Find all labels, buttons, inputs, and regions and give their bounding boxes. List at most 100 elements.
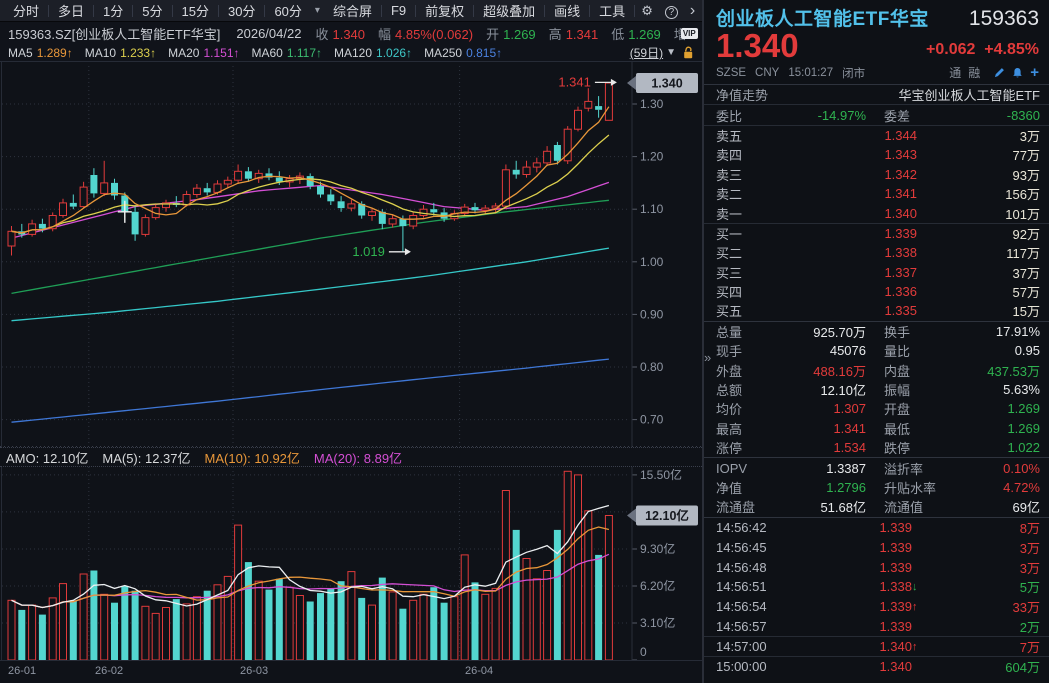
- stats-row: 最高 1.341 最低 1.269: [704, 419, 1049, 438]
- weicha-label: 委差: [884, 108, 911, 124]
- stat-value: 45076: [829, 343, 866, 359]
- stats-row: 总量 925.70万 换手 17.91%: [704, 322, 1049, 341]
- change-abs: +0.062: [926, 41, 976, 58]
- level-price: 1.343: [884, 147, 917, 163]
- settings-gear-icon[interactable]: ⚙: [641, 2, 653, 18]
- svg-text:1.340: 1.340: [651, 77, 682, 91]
- ma-value: 1.289↑: [36, 45, 73, 60]
- iopv-row: IOPV 1.3387 溢折率 0.10%: [704, 458, 1049, 477]
- period-tab-1[interactable]: 分时: [13, 4, 40, 19]
- help-icon[interactable]: ?: [659, 3, 684, 19]
- level-volume: 77万: [1012, 148, 1040, 164]
- level-volume: 37万: [1012, 265, 1040, 281]
- toolbar-action-1[interactable]: 综合屏: [332, 4, 372, 19]
- toolbar-action-4[interactable]: 超级叠加: [483, 4, 536, 19]
- svg-text:3.10亿: 3.10亿: [640, 615, 675, 630]
- toolbar-separator: [264, 4, 266, 17]
- stat-label: 最高: [716, 421, 743, 437]
- toolbar-action-3[interactable]: 前复权: [425, 4, 465, 19]
- add-plus-icon[interactable]: +: [1030, 64, 1039, 81]
- toolbar-separator: [171, 4, 173, 17]
- tick-row: 14:56:42 1.339 8万: [704, 518, 1049, 538]
- chevron-right-icon[interactable]: ›: [689, 1, 696, 19]
- level-price: 1.339: [884, 225, 917, 241]
- svg-text:0.70: 0.70: [640, 413, 664, 427]
- ma-legend-ma10: MA10 1.233↑: [85, 46, 156, 60]
- stats-row: 涨停 1.534 跌停 1.022: [704, 438, 1049, 457]
- tick-time: 14:56:51: [716, 579, 767, 595]
- tick-row: 14:56:57 1.339 2万: [704, 617, 1049, 637]
- period-tab-6[interactable]: 30分: [227, 4, 256, 19]
- ohlc-value-5: 1.269: [628, 26, 661, 42]
- stat-label: 总量: [716, 324, 743, 340]
- svg-text:0.80: 0.80: [640, 360, 664, 374]
- instrument-name: 创业板人工智能ETF华宝: [716, 9, 929, 30]
- buy-row: 买二 1.338 117万: [704, 243, 1049, 262]
- ma-value: 0.815↑: [466, 45, 503, 60]
- lock-icon[interactable]: [682, 46, 694, 59]
- edit-pencil-icon[interactable]: [994, 67, 1005, 78]
- toolbar-action-5[interactable]: 画线: [554, 4, 581, 19]
- kline-chart[interactable]: 1.30 1.20 1.10 1.00 0.90 0.80 0.70 1.341 1.019 1.…: [0, 62, 702, 447]
- weibi-row: 委比 -14.97% 委差 -8360: [704, 105, 1049, 124]
- ma-legend-ma120: MA120 1.026↑: [334, 46, 412, 60]
- stat-label: 外盘: [716, 363, 743, 379]
- svg-text:6.20亿: 6.20亿: [640, 578, 675, 593]
- stat-value: 4.72%: [1003, 480, 1040, 495]
- stat-label: 现手: [716, 344, 743, 360]
- toolbar-separator: [48, 4, 50, 17]
- tick-list: 14:56:42 1.339 8万 14:56:45 1.339 3万 14:56:48 1.…: [704, 518, 1049, 676]
- period-dropdown-caret[interactable]: ▼: [666, 47, 676, 58]
- ohlc-label-1: 收: [315, 26, 329, 42]
- volume-chart[interactable]: 15.50亿 9.30亿 6.20亿 3.10亿 0 12.10亿: [0, 467, 702, 660]
- help-glyph: ?: [664, 5, 678, 19]
- stat-label: 最低: [884, 421, 911, 437]
- change-pct: +4.85%: [984, 41, 1039, 58]
- period-tab-7[interactable]: 60分: [274, 4, 302, 19]
- toolbar-action-2[interactable]: F9: [390, 3, 407, 18]
- panel-expander-icon[interactable]: »: [704, 350, 712, 365]
- quote-header: 创业板人工智能ETF华宝 159363 1.340 +0.062 +4.85% …: [704, 0, 1049, 81]
- level-price: 1.344: [884, 127, 917, 143]
- ohlc-value-4: 1.341: [565, 26, 599, 42]
- period-tab-4[interactable]: 5分: [142, 4, 163, 19]
- period-tabs: 分时 多日 1分 5分 15分 30分 60分: [4, 1, 311, 20]
- level-volume: 156万: [1005, 187, 1040, 203]
- tick-direction-up-icon: ↑: [912, 600, 918, 613]
- ma-label: MA60: [251, 45, 283, 60]
- ohlc-fields: 收 1.340 幅 4.85%(0.062) 开 1.269 高 1.341 低 1.269: [315, 24, 673, 43]
- stat-value: 437.53万: [987, 363, 1040, 379]
- nav-label[interactable]: 净值走势: [716, 88, 769, 104]
- stat-label: 流通盘: [716, 500, 756, 516]
- ohlc-value-1: 1.340: [332, 26, 366, 42]
- tick-time: 14:56:48: [716, 559, 767, 575]
- period-tab-3[interactable]: 1分: [103, 4, 124, 19]
- buy-row: 买一 1.339 92万: [704, 224, 1049, 243]
- level-price: 1.341: [884, 186, 917, 202]
- tick-price: 1.338: [879, 579, 912, 595]
- weibi-value: -14.97%: [817, 107, 866, 123]
- stat-value: 0.10%: [1003, 460, 1040, 476]
- toolbar-action-6[interactable]: 工具: [599, 4, 626, 19]
- price-change: +0.062 +4.85%: [926, 41, 1039, 63]
- ohlc-label-2: 幅: [378, 26, 392, 42]
- toolbar-separator: [217, 4, 219, 17]
- amo-legend-1: AMO: 12.10亿: [6, 450, 89, 466]
- level-volume: 57万: [1012, 285, 1040, 301]
- symbol-label: 159363.SZ[创业板人工智能ETF华宝]: [8, 26, 221, 42]
- more-periods-caret[interactable]: ▾: [314, 5, 320, 16]
- iopv-grid: IOPV 1.3387 溢折率 0.10% 净值 1.2796 升贴水率 4.72% 流通盘 51…: [704, 458, 1049, 516]
- stat-value: 925.70万: [813, 324, 866, 340]
- period-count-label[interactable]: (59日): [629, 46, 664, 60]
- tick-direction-down-icon: ↓: [912, 580, 918, 593]
- ma-legend-ma250: MA250 0.815↑: [424, 46, 502, 60]
- tick-row: 14:57:00 1.340 ↑ 7万: [704, 636, 1049, 656]
- stat-value: 1.2796: [826, 480, 866, 495]
- tick-price: 1.339: [879, 539, 912, 555]
- stats-row: 外盘 488.16万 内盘 437.53万: [704, 360, 1049, 379]
- amo-legend-4: MA(20): 8.89亿: [313, 450, 403, 466]
- alert-bell-icon[interactable]: [1012, 67, 1023, 79]
- period-tab-2[interactable]: 多日: [58, 4, 85, 19]
- period-tab-5[interactable]: 15分: [181, 4, 209, 19]
